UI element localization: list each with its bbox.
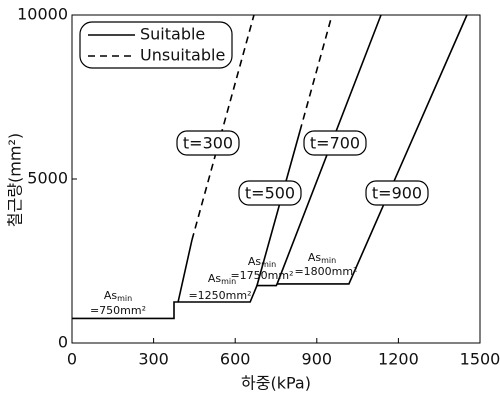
x-tick-label: 300: [138, 350, 169, 369]
thickness-label: t=700: [310, 134, 360, 153]
y-tick-label: 5000: [27, 169, 68, 188]
asmin-label: Asmin: [208, 272, 236, 286]
x-tick-label: 900: [302, 350, 333, 369]
y-tick-label: 10000: [17, 5, 68, 24]
y-axis-label: 철근량(mm²): [6, 133, 25, 227]
label-box: [365, 180, 429, 206]
asmin-value: =1800mm²: [294, 265, 357, 278]
asmin-symbol: As: [308, 251, 322, 264]
line-series: [299, 14, 333, 132]
label-box: [238, 180, 302, 206]
asmin-symbol: As: [208, 272, 222, 285]
asmin-value: =1250mm²: [188, 289, 251, 302]
legend-label: Suitable: [140, 25, 205, 44]
x-tick-label: 0: [67, 350, 77, 369]
asmin-symbol: As: [104, 289, 118, 302]
x-axis-label: 하중(kPa): [241, 374, 311, 393]
label-box: [176, 130, 240, 156]
asmin-label: Asmin: [104, 289, 132, 303]
line-series: [256, 130, 301, 286]
line-series: [191, 14, 255, 241]
asmin-label: Asmin: [248, 255, 276, 269]
asmin-subscript: min: [221, 277, 236, 286]
line-series: [177, 239, 193, 303]
asmin-subscript: min: [321, 256, 336, 265]
x-tick-label: 1200: [378, 350, 419, 369]
asmin-subscript: min: [261, 260, 276, 269]
asmin-value: =750mm²: [90, 304, 146, 317]
legend-label: Unsuitable: [140, 46, 225, 65]
x-tick-label: 600: [220, 350, 251, 369]
thickness-label: t=300: [183, 134, 233, 153]
asmin-subscript: min: [117, 294, 132, 303]
thickness-label: t=900: [372, 184, 422, 203]
label-box: [303, 130, 367, 156]
y-tick-label: 0: [58, 333, 68, 352]
thickness-label: t=500: [245, 184, 295, 203]
asmin-label: Asmin: [308, 251, 336, 265]
asmin-symbol: As: [248, 255, 262, 268]
x-tick-label: 1500: [460, 350, 500, 369]
asmin-value: =1750mm²: [230, 269, 293, 282]
